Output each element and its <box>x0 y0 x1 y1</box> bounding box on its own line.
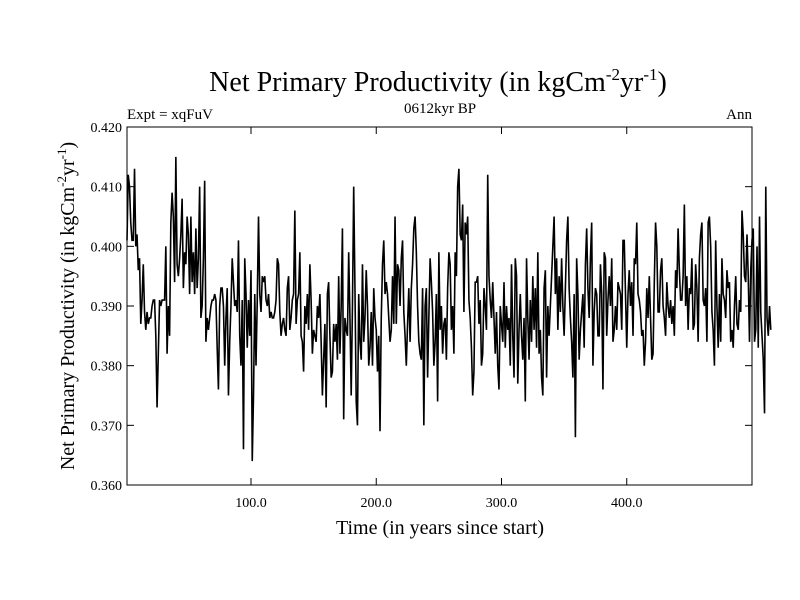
subtitle-right: Ann <box>726 107 752 123</box>
x-axis-ticks: 100.0 200.0 300.0 400.0 <box>235 127 642 511</box>
y-tick-label: 0.400 <box>91 240 123 255</box>
y-tick-label: 0.420 <box>91 121 123 136</box>
series-line-net-primary-productivity <box>126 156 772 462</box>
y-axis-label: Net Primary Productivity (in kgCm-2yr-1) <box>54 142 79 470</box>
x-tick-label: 400.0 <box>611 496 643 511</box>
y-tick-label: 0.370 <box>91 419 123 434</box>
y-tick-label: 0.380 <box>91 360 123 375</box>
y-tick-label: 0.360 <box>91 479 123 494</box>
y-tick-label: 0.390 <box>91 300 123 315</box>
x-tick-label: 200.0 <box>360 496 392 511</box>
y-tick-label: 0.410 <box>91 181 123 196</box>
subtitle-center: 0612kyr BP <box>404 101 476 117</box>
y-axis-ticks: 0.360 0.370 0.380 0.390 0.400 0.410 0.420 <box>91 121 752 494</box>
x-tick-label: 100.0 <box>235 496 267 511</box>
x-tick-label: 300.0 <box>486 496 518 511</box>
x-axis-label: Time (in years since start) <box>336 517 544 539</box>
subtitle-left: Expt = xqFuV <box>127 107 213 123</box>
chart-title: Net Primary Productivity (in kgCm-2yr-1) <box>209 65 667 98</box>
